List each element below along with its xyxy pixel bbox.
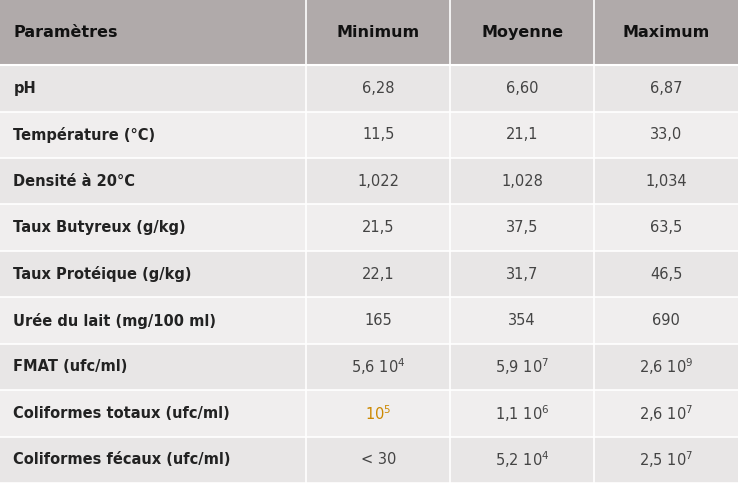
Bar	[0, 204, 738, 251]
Text: 6,60: 6,60	[506, 81, 539, 96]
Text: Taux Protéique (g/kg): Taux Protéique (g/kg)	[13, 266, 192, 282]
Text: Coliformes totaux (ufc/ml): Coliformes totaux (ufc/ml)	[13, 406, 230, 421]
Text: Moyenne: Moyenne	[481, 25, 563, 40]
Text: Densité à 20°C: Densité à 20°C	[13, 174, 135, 189]
Bar	[0, 0, 306, 65]
Bar	[0, 251, 738, 298]
Text: 354: 354	[508, 313, 536, 328]
Text: 46,5: 46,5	[650, 267, 682, 282]
Bar	[0, 65, 738, 112]
Text: 63,5: 63,5	[650, 220, 682, 235]
Bar	[0, 112, 738, 158]
Text: 1,034: 1,034	[645, 174, 687, 189]
Text: < 30: < 30	[361, 452, 396, 467]
Text: FMAT (ufc/ml): FMAT (ufc/ml)	[13, 359, 128, 374]
Text: Température (°C): Température (°C)	[13, 127, 156, 143]
Text: 2,6 10$^{\mathregular{7}}$: 2,6 10$^{\mathregular{7}}$	[639, 403, 693, 424]
Text: 5,2 10$^{\mathregular{4}}$: 5,2 10$^{\mathregular{4}}$	[495, 450, 549, 470]
Text: 33,0: 33,0	[650, 128, 682, 142]
Text: 2,6 10$^{\mathregular{9}}$: 2,6 10$^{\mathregular{9}}$	[639, 356, 693, 377]
Text: 1,1 10$^{\mathregular{6}}$: 1,1 10$^{\mathregular{6}}$	[495, 403, 549, 424]
Text: 10$^{\mathregular{5}}$: 10$^{\mathregular{5}}$	[365, 404, 391, 423]
Bar	[0, 437, 738, 483]
Text: Maximum: Maximum	[622, 25, 710, 40]
Bar	[0, 158, 738, 204]
Text: 5,9 10$^{\mathregular{7}}$: 5,9 10$^{\mathregular{7}}$	[495, 356, 549, 377]
Text: Urée du lait (mg/100 ml): Urée du lait (mg/100 ml)	[13, 313, 216, 328]
Text: Paramètres: Paramètres	[13, 25, 118, 40]
Bar	[0, 298, 738, 344]
Text: 21,5: 21,5	[362, 220, 395, 235]
Text: 6,87: 6,87	[649, 81, 683, 96]
Bar	[0, 390, 738, 437]
Text: 5,6 10$^{\mathregular{4}}$: 5,6 10$^{\mathregular{4}}$	[351, 356, 405, 377]
Text: Taux Butyreux (g/kg): Taux Butyreux (g/kg)	[13, 220, 186, 235]
Text: 21,1: 21,1	[506, 128, 539, 142]
Text: 37,5: 37,5	[506, 220, 538, 235]
Text: 2,5 10$^{\mathregular{7}}$: 2,5 10$^{\mathregular{7}}$	[639, 450, 693, 470]
Text: 22,1: 22,1	[362, 267, 395, 282]
Text: 31,7: 31,7	[506, 267, 538, 282]
Bar	[450, 0, 594, 65]
Text: 6,28: 6,28	[362, 81, 395, 96]
Text: 1,028: 1,028	[501, 174, 543, 189]
Text: pH: pH	[13, 81, 36, 96]
Bar	[306, 0, 450, 65]
Bar	[594, 0, 738, 65]
Text: 690: 690	[652, 313, 680, 328]
Text: 11,5: 11,5	[362, 128, 394, 142]
Bar	[0, 344, 738, 390]
Text: 165: 165	[365, 313, 392, 328]
Text: Minimum: Minimum	[337, 25, 420, 40]
Text: Coliformes fécaux (ufc/ml): Coliformes fécaux (ufc/ml)	[13, 452, 231, 467]
Text: 1,022: 1,022	[357, 174, 399, 189]
